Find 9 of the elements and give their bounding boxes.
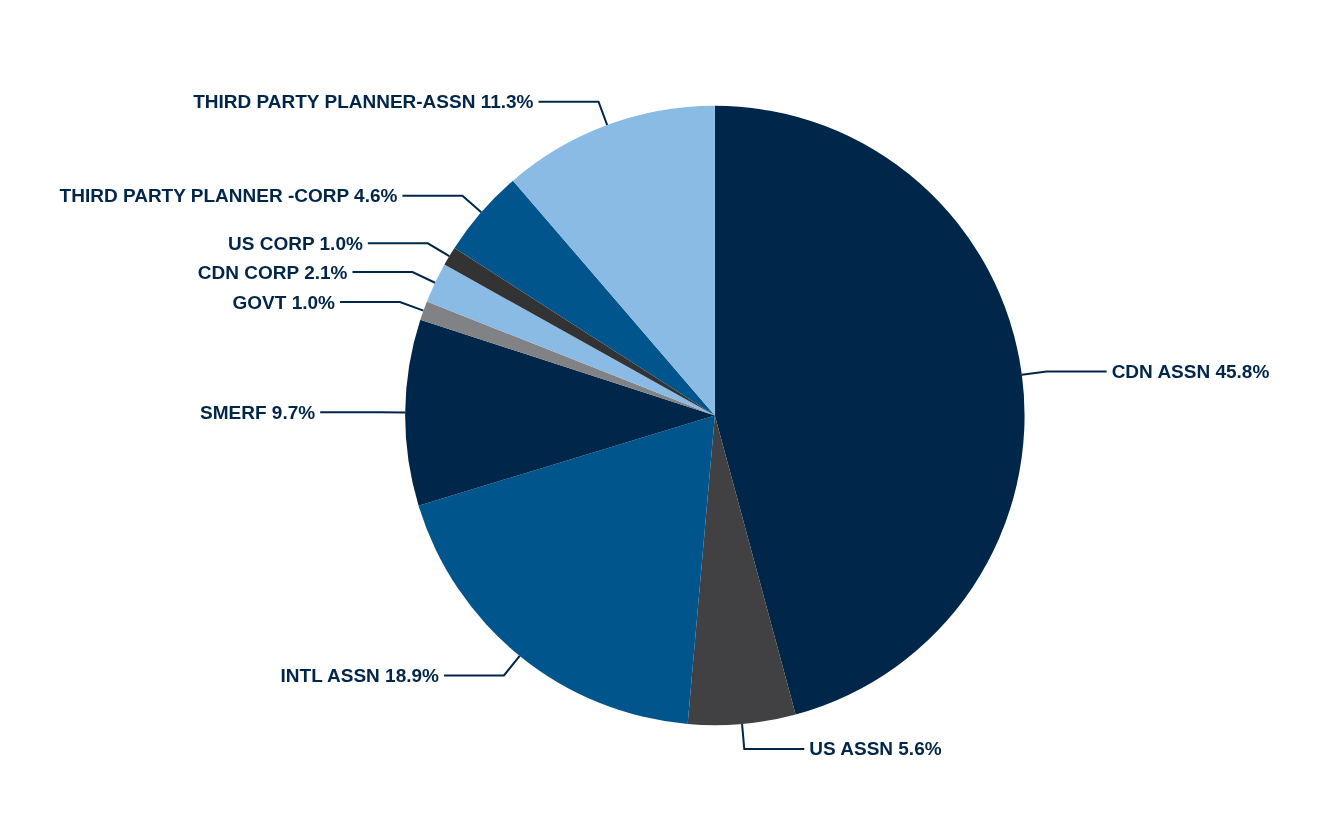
slice-label: GOVT 1.0%: [232, 291, 336, 313]
slice-label: THIRD PARTY PLANNER-ASSN 11.3%: [193, 91, 534, 113]
slice-label: US CORP 1.0%: [228, 232, 363, 254]
slice-label: CDN CORP 2.1%: [197, 261, 348, 283]
slice-label: CDN ASSN 45.8%: [1111, 360, 1270, 382]
slice-label: US ASSN 5.6%: [809, 738, 942, 760]
slice-label: SMERF 9.7%: [200, 401, 316, 423]
slice-label: INTL ASSN 18.9%: [280, 664, 440, 686]
slice-label: THIRD PARTY PLANNER -CORP 4.6%: [59, 185, 398, 207]
